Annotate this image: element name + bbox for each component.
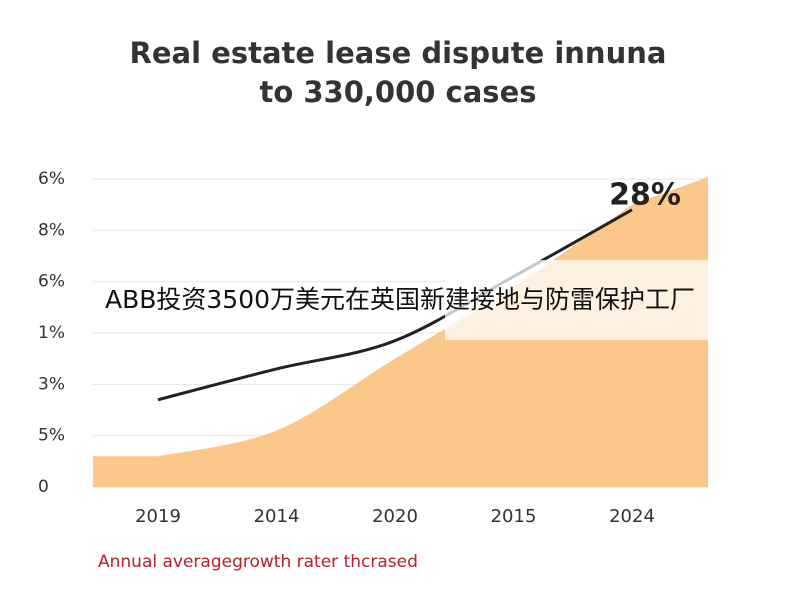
y-tick-label: 1% xyxy=(38,323,65,343)
chart-title: to 330,000 cases xyxy=(259,75,536,109)
overlay-band xyxy=(445,260,708,340)
plot: 6% 8% 6% 1% 3% 5% 0 2019 2014 2020 2015 2024 28% xyxy=(38,169,708,527)
y-tick-label: 3% xyxy=(38,374,65,394)
y-tick-label: 8% xyxy=(38,220,65,240)
y-tick-label: 0 xyxy=(38,477,49,497)
chart-title: Real estate lease dispute innuna xyxy=(130,36,667,70)
area xyxy=(93,177,708,487)
x-tick-label: 2014 xyxy=(254,506,300,527)
line xyxy=(157,208,633,402)
annotation: 28% xyxy=(609,178,681,213)
x-tick-label: 2015 xyxy=(491,506,537,527)
x-tick-label: 2019 xyxy=(135,506,181,527)
y-tick-label: 6% xyxy=(38,272,65,292)
y-tick-label: 6% xyxy=(38,169,65,189)
y-tick-label: 5% xyxy=(38,426,65,446)
x-tick-label: 2020 xyxy=(372,506,418,527)
x-tick-label: 2024 xyxy=(609,506,655,527)
overlay-text: ABB投资3500万美元在英国新建接地与防雷保护工厂 xyxy=(105,285,695,314)
footnote: Annual averagegrowth rater thcrased xyxy=(98,552,418,572)
